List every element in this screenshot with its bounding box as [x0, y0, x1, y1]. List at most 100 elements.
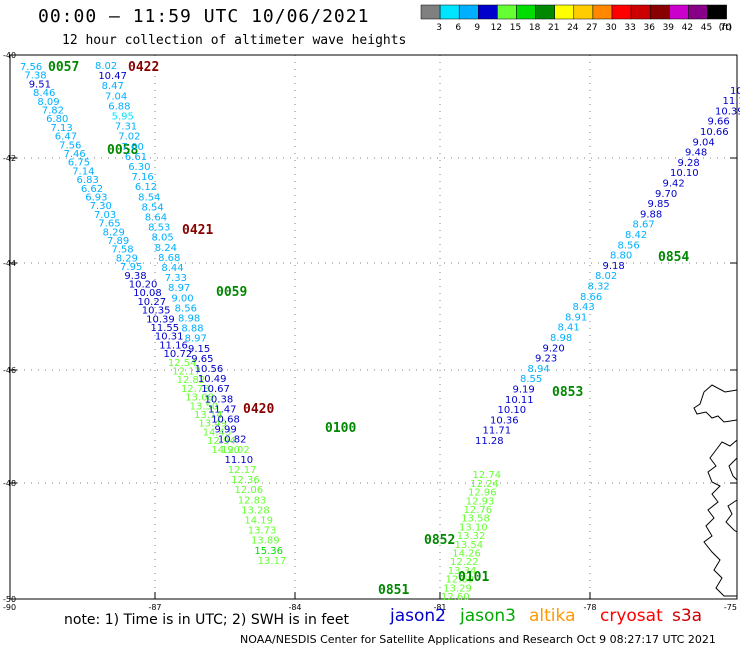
- wave-height-value: 10.38: [205, 394, 234, 405]
- wave-height-value: 13.54: [455, 540, 484, 551]
- legend-swatch: [439, 4, 460, 20]
- wave-height-value: 12.83: [238, 495, 267, 506]
- wave-height-value: 10.67: [201, 384, 230, 395]
- wave-height-value: 15.36: [254, 546, 283, 557]
- wave-height-value: 10.35: [142, 306, 171, 317]
- wave-height-value: 9.48: [685, 148, 707, 159]
- wave-height-value: 13.08: [185, 393, 214, 404]
- track-0059: 0059: [216, 285, 247, 300]
- wave-height-value: 11.47: [208, 404, 237, 415]
- wave-height-value: 8.32: [588, 282, 610, 293]
- pass-time-label: 0854: [658, 250, 689, 265]
- wave-height-value: 10.68: [211, 415, 240, 426]
- wave-height-value: 7.14: [72, 166, 94, 177]
- pass-time-label: 0100: [325, 421, 356, 436]
- lon-label: -90: [3, 603, 16, 612]
- legend-swatch: [688, 4, 708, 20]
- wave-height-value: 8.02: [95, 61, 117, 72]
- wave-height-value: 8.56: [618, 240, 640, 251]
- legend-swatch: [669, 4, 689, 20]
- track-0100: 0100: [325, 421, 356, 436]
- wave-height-value: 9.00: [171, 293, 193, 304]
- wave-height-value: 12.54: [168, 358, 197, 369]
- wave-height-value: 8.53: [148, 223, 170, 234]
- wave-height-value: 7.31: [115, 122, 137, 133]
- wave-height-value: 12.02: [221, 445, 250, 456]
- wave-height-value: 11.28: [475, 436, 504, 447]
- wave-height-value: 8.44: [161, 263, 183, 274]
- legend-tick-label: 21: [548, 23, 559, 33]
- wave-height-value: 8.42: [625, 230, 647, 241]
- map-subtitle: 12 hour collection of altimeter wave hei…: [62, 33, 407, 48]
- lon-label: -78: [583, 603, 596, 612]
- legend-swatch: [630, 4, 651, 20]
- pass-time-label: 0852: [424, 533, 455, 548]
- satellite-label-altika: altika: [529, 606, 576, 626]
- wave-height-value: 8.64: [145, 213, 167, 224]
- wave-height-value: 8.80: [610, 251, 632, 262]
- satellite-label-jason3: jason3: [460, 606, 516, 626]
- wave-height-value: 11.55: [151, 323, 180, 334]
- wave-height-value: 8.29: [103, 227, 125, 238]
- wave-height-value: 7.56: [59, 140, 81, 151]
- wave-height-value: 6.83: [77, 175, 99, 186]
- lon-label: -81: [433, 603, 446, 612]
- units-note: note: 1) Time is in UTC; 2) SWH is in fe…: [64, 612, 350, 628]
- wave-height-value: 13.49: [198, 419, 227, 430]
- wave-height-value: 8.56: [175, 303, 197, 314]
- coastline-segment: [693, 384, 738, 423]
- wave-height-value: 6.62: [81, 184, 103, 195]
- satellite-label-jason2: jason2: [390, 606, 446, 626]
- wave-height-value: 8.47: [102, 81, 124, 92]
- lat-label: -48: [3, 479, 16, 488]
- wave-height-value: 12.24: [470, 479, 499, 490]
- wave-height-value: 13.10: [459, 522, 488, 533]
- wave-height-value: 14.43: [203, 427, 232, 438]
- legend-tick-label: 24: [567, 23, 579, 33]
- wave-height-value: 13.58: [461, 514, 490, 525]
- wave-height-value: 8.09: [37, 97, 59, 108]
- lat-label: -44: [3, 259, 16, 268]
- wave-height-value: 12.82: [177, 375, 206, 386]
- pass-time-label: 0422: [128, 60, 159, 75]
- wave-height-value: 8.94: [528, 364, 550, 375]
- wave-height-value: 11.1: [723, 96, 740, 107]
- wave-height-value: 9.23: [535, 354, 557, 365]
- wave-height-value: 10.39: [146, 314, 175, 325]
- wave-height-value: 6.30: [128, 162, 150, 173]
- wave-height-value: 7.82: [42, 106, 64, 117]
- wave-height-value: 7.04: [105, 91, 127, 102]
- wave-height-value: 10.39: [715, 106, 740, 117]
- wave-height-value: 8.68: [158, 253, 180, 264]
- wave-height-value: 10.72: [164, 349, 193, 360]
- pass-time-label: 0057: [48, 60, 79, 75]
- lat-label: -42: [3, 154, 16, 163]
- coastline-segment: [725, 499, 738, 533]
- wave-height-value: 10.08: [133, 288, 162, 299]
- wave-height-value: 8.67: [633, 220, 655, 231]
- legend-tick-label: 39: [663, 23, 675, 33]
- wave-height-value: 6.75: [68, 158, 90, 169]
- wave-height-value: 6.88: [108, 101, 130, 112]
- wave-height-value: 10: [730, 86, 740, 97]
- wave-height-value: 7.33: [165, 273, 187, 284]
- pass-time-label: 0058: [107, 143, 138, 158]
- wave-height-value: 6.47: [55, 132, 77, 143]
- lat-label: -46: [3, 366, 16, 375]
- wave-height-value: 9.85: [648, 199, 670, 210]
- wave-height-value: 10.31: [155, 332, 184, 343]
- chile-coastline: [693, 384, 738, 597]
- coastline-segment: [703, 439, 738, 597]
- legend-swatch: [516, 4, 536, 20]
- legend-tick-label: 18: [529, 23, 541, 33]
- wave-height-value: 12.93: [466, 496, 495, 507]
- track-0851: 0851 12.6013.2912.6913.3412.2214.2613.541…: [378, 470, 501, 603]
- legend-swatch: [458, 4, 479, 20]
- wave-height-value: 10.10: [670, 168, 699, 179]
- legend-tick-label: 9: [474, 23, 480, 33]
- legend-swatch: [478, 4, 498, 20]
- wave-height-value: 13.73: [248, 526, 277, 537]
- wave-height-value: 8.05: [151, 233, 173, 244]
- wave-height-value: 7.95: [120, 262, 142, 273]
